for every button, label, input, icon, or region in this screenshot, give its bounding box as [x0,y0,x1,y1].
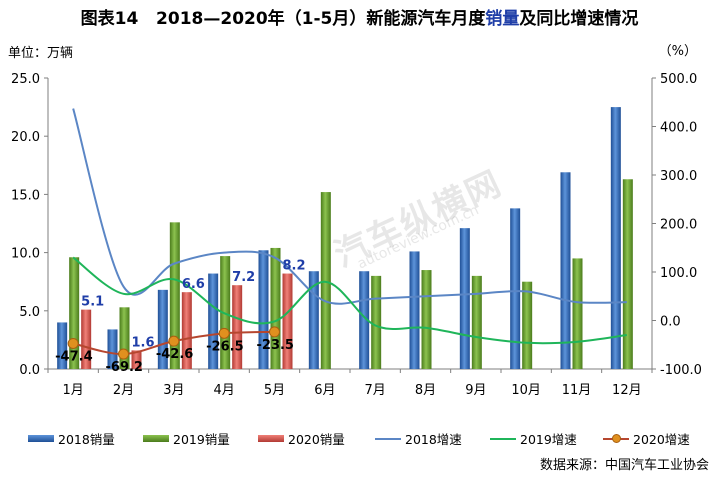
bar-2020-sales [282,273,293,369]
bar-2019-sales [572,258,583,369]
bar-2018-sales [57,322,68,369]
y-right-tick-label: -100.0 [660,363,702,378]
data-label-2020-sales: 7.2 [232,270,255,285]
bar-2018-sales [258,250,269,369]
bar-2020-sales [181,292,192,369]
bar-2019-sales [220,256,231,369]
bar-2020-sales [232,285,243,369]
bar-2019-sales [471,275,482,369]
x-tick-label: 8月 [415,383,436,398]
bar-2019-sales [119,307,130,369]
point-2020-growth [269,326,280,338]
data-label-2020-sales: 6.6 [182,277,205,292]
right-axis-unit: （%） [658,44,697,59]
bar-2018-sales [459,228,470,369]
chart-title: 图表14 2018—2020年（1-5月）新能源汽车月度销量及同比增速情况 [0,4,719,29]
bar-2018-sales [610,107,621,369]
legend-item-2019-growth: 2019增速 [490,429,577,448]
y-right-tick-label: 300.0 [660,169,697,184]
legend-swatch-2019-growth [490,437,516,440]
y-right-tick-label: 400.0 [660,121,697,136]
line-2019-growth [72,256,627,345]
bar-2020-sales [131,350,142,369]
point-2020-growth [67,337,79,349]
bar-2019-sales [270,247,281,369]
x-tick-label: 3月 [163,383,184,398]
bar-2019-sales [421,270,432,369]
bar-2018-sales [208,273,219,369]
legend-item-2018-growth: 2018增速 [375,429,462,448]
title-text-after: 及同比增速情况 [519,9,639,29]
bar-2019-sales [622,179,633,369]
legend-item-2020-sales: 2020销量 [258,429,345,448]
data-label-2020-growth: -69.2 [106,360,143,375]
bar-2018-sales [409,251,420,369]
legend-label: 2020增速 [633,432,690,447]
bar-2019-sales [371,275,382,369]
y-left-tick-label: 0.0 [19,363,40,378]
x-tick-label: 1月 [63,383,84,398]
bar-2018-sales [107,329,118,369]
legend-swatch-2019-sales [143,435,169,442]
x-tick-label: 2月 [113,383,134,398]
bar-2019-sales [169,222,180,369]
legend-swatch-2020-sales [258,435,284,442]
legend-label: 2018增速 [405,432,462,447]
legend-item-2019-sales: 2019销量 [143,429,230,448]
bar-2018-sales [359,271,370,369]
point-2020-growth [218,327,230,339]
data-label-2020-growth: -42.6 [156,347,193,362]
point-2020-growth [168,335,180,347]
data-label-2020-growth: -26.5 [206,339,243,354]
legend-swatch-2020-growth [603,433,629,443]
x-tick-label: 6月 [314,383,335,398]
title-text-highlight: 销量 [485,9,520,29]
title-text-before: 2018—2020年（1-5月）新能源汽车月度 [156,9,486,29]
y-right-tick-label: 200.0 [660,218,697,233]
y-left-tick-label: 20.0 [11,130,40,145]
bar-2019-sales [69,257,80,369]
y-left-tick-label: 25.0 [11,72,40,87]
bar-2018-sales [510,208,521,369]
legend-label: 2020销量 [288,432,345,447]
legend-swatch-2018-sales [28,435,54,442]
legend-item-2020-growth: 2020增速 [603,429,690,448]
x-tick-label: 10月 [511,383,541,398]
y-right-tick-label: 500.0 [660,72,697,87]
y-right-tick-label: 100.0 [660,266,697,281]
y-left-tick-label: 15.0 [11,188,40,203]
x-tick-label: 12月 [612,383,642,398]
data-label-2020-sales: 5.1 [81,295,104,310]
bar-2018-sales [308,271,319,369]
bar-2019-sales [522,281,533,369]
data-label-2020-growth: -47.4 [55,349,92,364]
bar-2018-sales [157,289,168,369]
data-source: 数据来源：中国汽车工业协会 [539,458,709,473]
bar-2020-sales [81,309,92,369]
y-left-tick-label: 5.0 [19,305,40,320]
x-tick-label: 5月 [264,383,285,398]
legend-label: 2018销量 [58,432,115,447]
bar-2018-sales [560,172,571,369]
data-label-2020-sales: 1.6 [132,335,155,350]
data-label-2020-sales: 8.2 [283,259,306,274]
line-2018-growth [72,108,627,305]
y-right-tick-label: 0.0 [660,315,681,330]
bar-2019-sales [320,192,331,369]
x-tick-label: 7月 [365,383,386,398]
x-tick-label: 4月 [214,383,235,398]
figure-label: 图表14 [80,9,139,29]
data-label-2020-growth: -23.5 [257,338,294,353]
legend-item-2018-sales: 2018销量 [28,429,115,448]
y-left-tick-label: 10.0 [11,247,40,262]
legend-swatch-2018-growth [375,437,401,440]
legend-label: 2019销量 [173,432,230,447]
point-2020-growth [118,348,129,360]
legend-label: 2019增速 [520,432,577,447]
x-tick-label: 9月 [465,383,486,398]
left-axis-unit: 单位：万辆 [8,46,74,61]
x-tick-label: 11月 [562,383,592,398]
